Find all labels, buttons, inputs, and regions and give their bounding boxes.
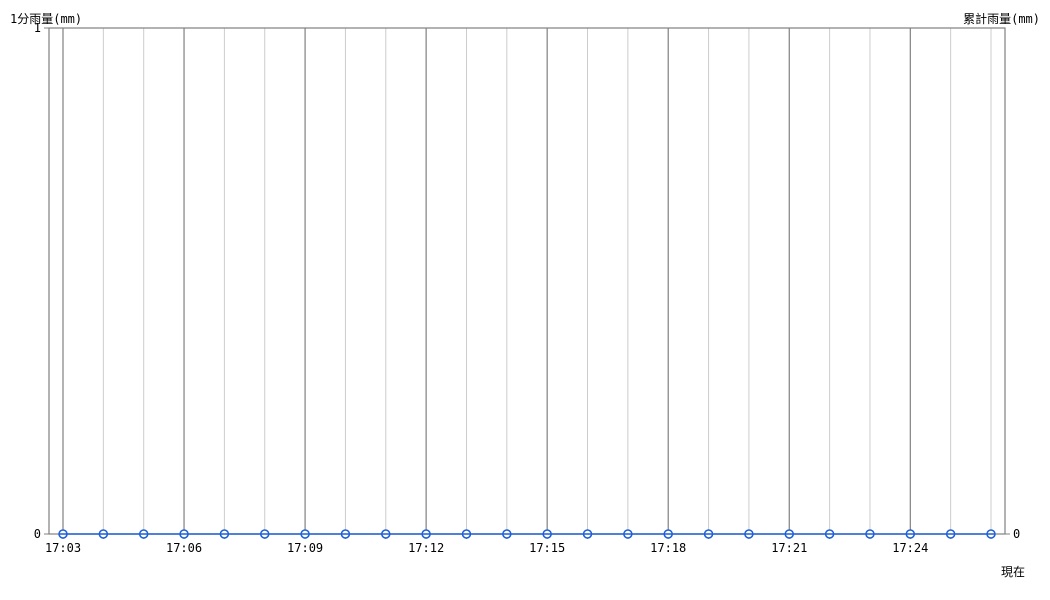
svg-text:17:12: 17:12	[408, 541, 444, 555]
chart-svg: 17:03 17:06 17:09 17:12 17:15 17:18 17:21 17:24…	[0, 0, 1050, 600]
svg-text:1: 1	[34, 21, 41, 35]
svg-text:0: 0	[34, 527, 41, 541]
svg-text:17:06: 17:06	[166, 541, 202, 555]
svg-text:17:24: 17:24	[892, 541, 928, 555]
svg-text:17:09: 17:09	[287, 541, 323, 555]
svg-text:17:21: 17:21	[771, 541, 807, 555]
svg-text:17:03: 17:03	[45, 541, 81, 555]
rainfall-chart: 1分雨量(mm) 累計雨量(mm) 17:0317:0617:0917:1217…	[0, 0, 1050, 600]
svg-text:17:18: 17:18	[650, 541, 686, 555]
svg-text:0: 0	[1013, 527, 1020, 541]
svg-text:17:15: 17:15	[529, 541, 565, 555]
now-label: 現在	[1001, 563, 1025, 580]
